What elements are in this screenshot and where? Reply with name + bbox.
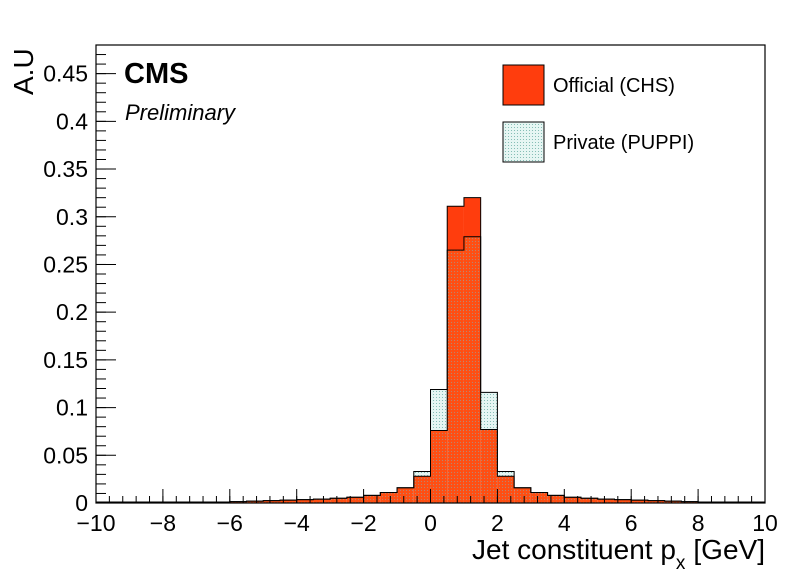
- x-tick-label: −8: [150, 510, 176, 536]
- bar-overlap-8: [229, 501, 247, 503]
- bar-top-23: [480, 392, 498, 430]
- x-tick-label: −4: [284, 510, 310, 536]
- bar-overlap-13: [313, 499, 331, 503]
- bar-top-19: [413, 471, 431, 477]
- bar-overlap-22: [463, 236, 481, 503]
- bar-overlap-31: [614, 499, 632, 503]
- bar-overlap-30: [597, 499, 615, 503]
- bar-top-20: [430, 389, 448, 431]
- bar-overlap-35: [681, 501, 699, 503]
- cms-label: CMS: [124, 58, 188, 90]
- bar-overlap-10: [263, 500, 280, 503]
- bar-overlap-28: [564, 497, 582, 503]
- legend: Official (CHS) Private (PUPPI): [502, 64, 694, 163]
- y-tick-label: 0: [75, 490, 88, 516]
- bar-overlap-26: [530, 492, 548, 503]
- bar-overlap-32: [631, 500, 648, 503]
- y-tick-label: 0.05: [43, 442, 88, 468]
- outline-layer: [95, 197, 766, 503]
- bar-overlap-33: [647, 500, 665, 503]
- bar-overlap-18: [397, 487, 414, 503]
- x-axis-title: Jet constituent px [GeV]: [472, 534, 765, 572]
- y-axis-title: A.U: [8, 48, 39, 95]
- legend-swatch-official: [502, 64, 545, 106]
- x-tick-label: 8: [692, 510, 705, 536]
- bar-top-22: [463, 197, 481, 237]
- bar-overlap-21: [447, 250, 464, 503]
- y-tick-label: 0.4: [56, 108, 88, 134]
- bar-overlap-20: [430, 430, 448, 503]
- bar-overlap-29: [581, 498, 598, 503]
- y-tick-label: 0.25: [43, 251, 88, 277]
- bar-overlap-19: [413, 476, 431, 503]
- bar-overlap-27: [547, 495, 565, 503]
- x-tick-label: −10: [76, 510, 115, 536]
- x-axis-title-main: Jet constituent p: [472, 534, 676, 565]
- y-tick-label: 0.3: [56, 204, 88, 230]
- y-tick-label: 0.35: [43, 156, 88, 182]
- x-tick-label: 6: [625, 510, 638, 536]
- x-tick-label: −6: [217, 510, 243, 536]
- x-tick-label: 2: [491, 510, 504, 536]
- bar-overlap-14: [330, 498, 347, 503]
- bar-overlap-34: [664, 501, 682, 503]
- x-axis-title-subscript: x: [676, 553, 686, 572]
- x-tick-label: −2: [350, 510, 376, 536]
- ticks-layer: [95, 44, 766, 504]
- bar-overlap-16: [363, 495, 381, 503]
- bar-overlap-23: [480, 429, 498, 503]
- bar-overlap-25: [514, 487, 531, 503]
- y-tick-label: 0.2: [56, 299, 88, 325]
- legend-label-private: Private (PUPPI): [553, 132, 694, 154]
- tick-labels-layer: −10 −8 −6 −4 −2 0 2 4 6 8 10 0 0.05 0.1 0.15 0.2 0.25 0.3…: [43, 61, 778, 536]
- bar-overlap-15: [346, 497, 364, 503]
- y-tick-label: 0.1: [56, 395, 88, 421]
- x-tick-label: 10: [752, 510, 778, 536]
- series-outline-1: [95, 236, 766, 503]
- bar-overlap-12: [296, 499, 314, 503]
- bar-top-21: [447, 206, 464, 251]
- y-tick-label: 0.45: [43, 61, 88, 87]
- bar-overlap-17: [380, 492, 398, 503]
- y-tick-label: 0.15: [43, 347, 88, 373]
- preliminary-label: Preliminary: [125, 100, 237, 125]
- bar-overlap-11: [279, 500, 297, 503]
- x-tick-label: 0: [424, 510, 437, 536]
- bar-overlap-24: [497, 476, 515, 503]
- bars-layer: [96, 197, 765, 503]
- legend-swatch-private: [502, 121, 545, 163]
- x-axis-title-unit: [GeV]: [693, 534, 765, 565]
- bar-top-24: [497, 471, 515, 477]
- bar-overlap-9: [246, 501, 264, 503]
- x-tick-label: 4: [558, 510, 571, 536]
- legend-label-official: Official (CHS): [553, 75, 675, 97]
